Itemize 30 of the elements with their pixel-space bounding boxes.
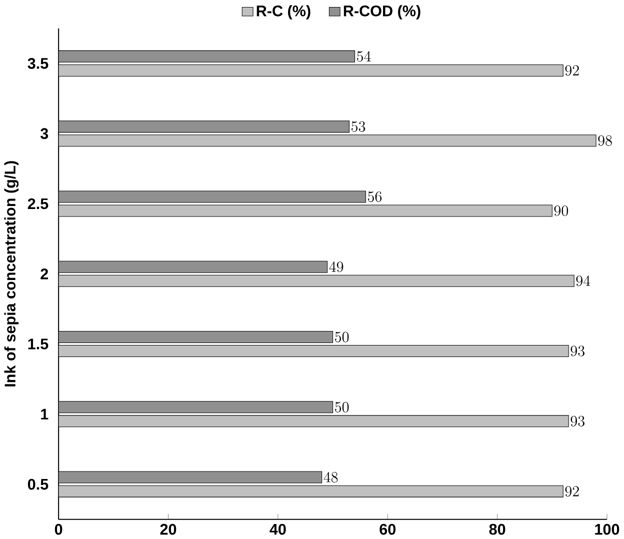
data-label: 53	[352, 121, 366, 132]
data-label: 93	[570, 416, 584, 426]
y-axis-title: Ink of sepia concentration (g/L)	[4, 161, 19, 386]
y-tick-label: 0.5	[28, 478, 48, 490]
data-label: 94	[576, 276, 590, 286]
data-label: 90	[554, 206, 568, 216]
data-label: 48	[324, 472, 338, 483]
data-label: 92	[565, 486, 579, 497]
x-tick-label: 40	[270, 524, 286, 535]
legend-label: R-COD (%)	[344, 5, 420, 20]
data-label: 98	[598, 135, 612, 146]
x-tick-label: 80	[489, 524, 506, 535]
x-tick-label: 0	[54, 524, 62, 535]
x-tick-label: 20	[160, 524, 176, 535]
legend-label: R-C (%)	[256, 5, 310, 20]
y-tick-label: 1	[41, 408, 48, 420]
x-tick-label: 60	[380, 524, 396, 535]
y-tick-label: 3.5	[28, 58, 48, 69]
data-label: 50	[335, 332, 349, 342]
x-tick-label: 100	[595, 524, 620, 535]
data-label: 54	[356, 51, 371, 62]
y-tick-label: 1.5	[28, 338, 48, 350]
data-label: 56	[368, 191, 382, 202]
data-label: 49	[329, 261, 344, 272]
data-label: 50	[335, 402, 349, 412]
data-label: 93	[570, 346, 584, 356]
y-tick-label: 2	[40, 268, 48, 280]
y-tick-label: 2.5	[28, 198, 48, 210]
y-tick-label: 3	[40, 128, 48, 140]
data-label: 92	[565, 65, 579, 76]
